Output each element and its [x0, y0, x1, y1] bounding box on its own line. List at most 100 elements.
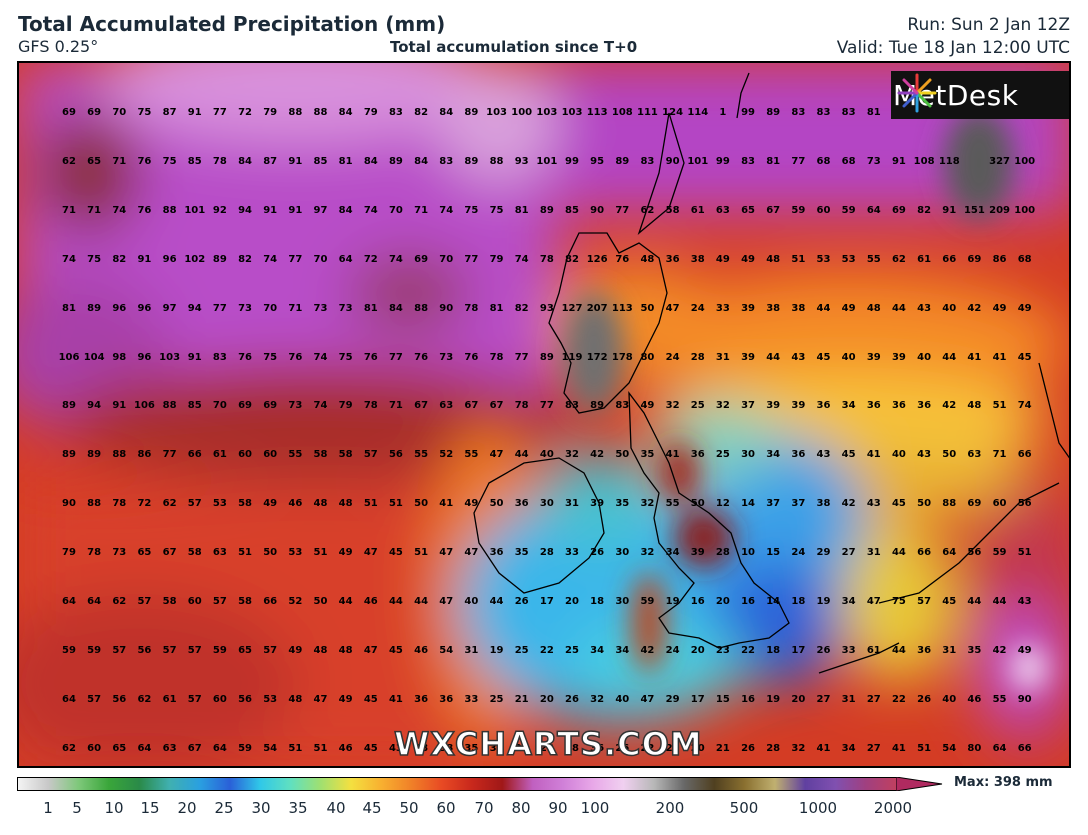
- grid-value: 36: [414, 693, 429, 705]
- grid-value: 46: [967, 693, 982, 705]
- grid-value: 20: [690, 644, 705, 656]
- grid-value: 119: [561, 351, 583, 363]
- grid-value: 71: [414, 204, 429, 216]
- grid-value: 35: [615, 498, 630, 510]
- grid-value: 18: [590, 596, 605, 607]
- grid-value: 49: [841, 302, 856, 314]
- colorbar-tick-label: 45: [362, 799, 382, 817]
- grid-value: 85: [313, 155, 328, 167]
- grid-value: 73: [338, 302, 353, 314]
- grid-value: 34: [590, 644, 605, 656]
- grid-value: 76: [414, 351, 429, 363]
- grid-value: 36: [917, 644, 932, 656]
- grid-value: 88: [414, 302, 429, 314]
- grid-value: 64: [866, 204, 881, 216]
- grid-value: 97: [313, 204, 328, 216]
- grid-value: 35: [640, 449, 655, 461]
- grid-value: 50: [263, 547, 278, 559]
- grid-value: 16: [741, 596, 755, 607]
- grid-value: 75: [464, 204, 479, 216]
- max-value-label: Max: 398 mm: [954, 775, 1053, 790]
- grid-value: 27: [866, 693, 881, 705]
- grid-value: 74: [112, 204, 127, 216]
- grid-value: 39: [690, 547, 705, 559]
- grid-value: 15: [715, 693, 730, 705]
- grid-value: 86: [992, 253, 1007, 265]
- grid-value: 26: [816, 644, 831, 656]
- grid-value: 94: [187, 302, 202, 314]
- grid-value: 55: [288, 449, 303, 461]
- grid-value: 78: [489, 351, 504, 363]
- grid-value: 71: [112, 155, 127, 167]
- grid-value: 85: [565, 204, 579, 216]
- grid-value: 88: [942, 498, 957, 510]
- precipitation-map[interactable]: 69 69 70 75 87 91 77 72 79 88 88 84 79 83 82 84 89 103 100…: [17, 61, 1071, 768]
- grid-value: 77: [514, 351, 529, 363]
- grid-value: 28: [766, 742, 781, 754]
- grid-value: 29: [665, 693, 680, 705]
- grid-value: 56: [1017, 498, 1032, 510]
- grid-value: 61: [212, 449, 227, 461]
- grid-value: 25: [489, 693, 504, 705]
- grid-value: 41: [388, 693, 403, 705]
- grid-value: 91: [112, 400, 127, 412]
- grid-value: 59: [992, 547, 1007, 559]
- grid-value: 20: [565, 596, 579, 607]
- grid-value: 58: [338, 449, 353, 461]
- grid-value: 76: [288, 351, 303, 363]
- grid-value: 77: [615, 204, 630, 216]
- grid-value: 74: [1017, 400, 1032, 412]
- chart-title: Total Accumulated Precipitation (mm): [18, 12, 446, 36]
- grid-value: 50: [942, 449, 957, 461]
- grid-value: 73: [288, 400, 303, 412]
- grid-value: 28: [690, 351, 705, 363]
- grid-value: 20: [539, 693, 554, 705]
- grid-value: 51: [992, 400, 1007, 412]
- grid-value: 39: [891, 351, 906, 363]
- grid-value: 76: [363, 351, 378, 363]
- grid-value: 53: [288, 547, 303, 559]
- grid-value: 59: [62, 644, 76, 656]
- grid-value: 34: [615, 644, 630, 656]
- grid-value: 72: [238, 107, 252, 118]
- grid-value: 25: [565, 644, 579, 656]
- grid-value: 27: [866, 742, 881, 754]
- grid-value: 23: [665, 742, 680, 754]
- grid-value: 69: [891, 204, 906, 216]
- grid-value: 88: [162, 204, 177, 216]
- grid-value: 74: [363, 204, 378, 216]
- grid-value: 36: [816, 400, 831, 412]
- grid-value: 103: [561, 107, 583, 118]
- grid-value: 56: [112, 693, 127, 705]
- grid-value: 48: [288, 693, 303, 705]
- grid-value: 20: [715, 596, 730, 607]
- grid-value: 103: [159, 351, 181, 363]
- grid-value: 54: [942, 742, 957, 754]
- grid-value: 17: [690, 693, 705, 705]
- grid-value: 62: [891, 253, 906, 265]
- grid-value: 31: [866, 547, 881, 559]
- grid-value: 89: [464, 107, 479, 118]
- grid-value: 75: [891, 596, 906, 607]
- grid-value: 62: [112, 596, 127, 607]
- grid-value: 58: [162, 596, 177, 607]
- grid-value: 89: [615, 155, 630, 167]
- grid-value: 77: [162, 449, 177, 461]
- grid-value: 62: [62, 742, 76, 754]
- grid-value: 87: [162, 107, 177, 118]
- grid-value: 55: [992, 693, 1007, 705]
- grid-value: 57: [162, 644, 177, 656]
- grid-value: 44: [514, 449, 529, 461]
- grid-value: 48: [766, 253, 781, 265]
- grid-value: 96: [137, 351, 152, 363]
- grid-value: 57: [187, 644, 202, 656]
- grid-value: 32: [715, 400, 730, 412]
- grid-value: 66: [1017, 742, 1032, 754]
- grid-value: 54: [439, 644, 454, 656]
- model-label: GFS 0.25°: [18, 37, 99, 56]
- grid-value: 66: [942, 253, 957, 265]
- grid-value: 41: [439, 498, 454, 510]
- grid-value: 33: [565, 547, 579, 559]
- grid-value: 70: [313, 253, 328, 265]
- grid-value: 76: [137, 155, 152, 167]
